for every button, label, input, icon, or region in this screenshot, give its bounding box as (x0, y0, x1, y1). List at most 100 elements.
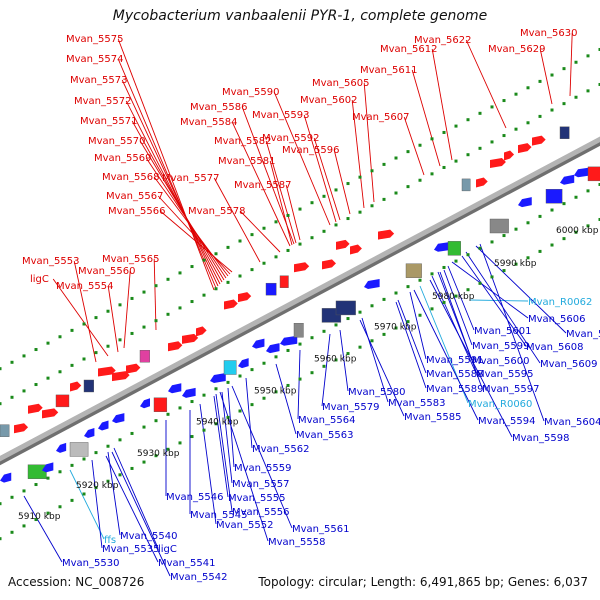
tick-dot (334, 223, 338, 227)
gene-label-reverse: Mvan_5610 (566, 329, 600, 340)
reverse-gene-arrow (56, 442, 67, 453)
tick-dot (70, 363, 74, 367)
tick-dot (274, 220, 278, 224)
reverse-gene-arrow (0, 472, 12, 483)
tick-dot (82, 457, 86, 461)
tick-dot (46, 341, 50, 345)
tick-dot (274, 355, 278, 359)
forward-gene-arrow (14, 423, 29, 434)
gene-label-forward: Mvan_5587 (234, 180, 291, 191)
tick-dot (298, 377, 302, 381)
tick-dot (430, 307, 434, 311)
forward-gene-arrow (224, 299, 238, 310)
gene-label-reverse: Mvan_5530 (62, 558, 119, 569)
gene-block (0, 424, 10, 437)
label-leader-line (363, 82, 375, 203)
forward-gene-arrow (182, 333, 199, 344)
genome-backbone (0, 136, 600, 462)
forward-gene-arrow (322, 259, 336, 270)
tick-dot (10, 495, 14, 499)
reverse-gene-arrow (266, 343, 280, 354)
label-leader-line (413, 289, 479, 421)
gene-label-reverse: Mvan_5606 (528, 314, 585, 325)
tick-dot (178, 306, 182, 310)
tick-dot (394, 156, 398, 160)
tick-dot (442, 165, 446, 169)
gene-block (265, 282, 277, 296)
label-leader-line (91, 459, 103, 549)
tick-dot (106, 309, 110, 313)
tick-dot (226, 415, 230, 419)
scale-tick-label: 5910 kbp (18, 512, 61, 522)
gene-label-forward: Mvan_5629 (488, 44, 545, 55)
label-leader-line (275, 363, 297, 435)
gene-label-reverse: Mvan_5599 (472, 341, 529, 352)
tick-dot (130, 466, 134, 470)
tick-dot (190, 400, 194, 404)
gene-label-reverse: Mvan_5591 (426, 355, 483, 366)
gene-block (293, 323, 304, 338)
tick-dot (466, 288, 470, 292)
label-leader-line (269, 160, 293, 246)
tick-dot (502, 234, 506, 238)
scale-tick-label: 5940 kbp (196, 417, 239, 427)
tick-dot (346, 217, 350, 221)
gene-label-reverse: Mvan_5558 (268, 537, 325, 548)
tick-dot (442, 300, 446, 304)
gene-label-reverse: Mvan_5600 (472, 356, 529, 367)
gene-label-forward: Mvan_5630 (520, 28, 577, 39)
reverse-gene-arrow (252, 338, 265, 349)
tick-dot (430, 272, 434, 276)
tick-dot (490, 275, 494, 279)
tick-dot (94, 451, 98, 455)
label-leader-line (153, 258, 157, 331)
tick-dot (478, 246, 482, 250)
reverse-gene-arrow (560, 174, 575, 185)
tick-dot (166, 447, 170, 451)
gene-block (139, 350, 150, 363)
label-leader-line (159, 210, 233, 273)
gene-label-reverse: Mvan_5608 (526, 342, 583, 353)
tick-dot (250, 268, 254, 272)
tick-dot (214, 252, 218, 256)
tick-dot (394, 326, 398, 330)
scale-tick-label: 5930 kbp (137, 449, 180, 459)
tick-dot (154, 284, 158, 288)
tick-dot (70, 463, 74, 467)
tick-dot (418, 278, 422, 282)
tick-dot (178, 271, 182, 275)
label-leader-line (461, 255, 527, 347)
accession-label: Accession: NC_008726 (8, 575, 145, 589)
tick-dot (58, 335, 62, 339)
tick-dot (58, 470, 62, 474)
tick-dot (250, 368, 254, 372)
tick-dot (526, 256, 530, 260)
label-leader-line (69, 469, 105, 540)
gene-label-reverse: Mvan_5594 (478, 416, 535, 427)
tick-dot (22, 524, 26, 528)
scale-tick-label: 6000 kbp (556, 226, 599, 236)
tick-dot (598, 182, 600, 186)
reverse-gene-arrow (42, 462, 54, 473)
label-leader-line (297, 349, 301, 420)
tick-dot (130, 331, 134, 335)
tick-dot (562, 202, 566, 206)
tick-dot (382, 197, 386, 201)
gene-label-forward: Mvan_5586 (190, 102, 247, 113)
tick-dot (142, 425, 146, 429)
tick-dot (82, 357, 86, 361)
gene-label-forward: Mvan_5611 (360, 65, 417, 76)
reverse-gene-arrow (518, 197, 532, 208)
gene-label-reverse: Mvan_5545 (190, 510, 247, 521)
gene-label-forward: Mvan_5575 (66, 34, 123, 45)
tick-dot (226, 380, 230, 384)
tick-dot (298, 242, 302, 246)
gene-label-reverse: ligC (158, 544, 177, 555)
tick-dot (598, 82, 600, 86)
scale-tick-label: 5920 kbp (76, 481, 119, 491)
forward-gene-arrow (168, 341, 183, 352)
tick-dot (22, 489, 26, 493)
tick-dot (598, 217, 600, 221)
gene-label-forward: Mvan_5592 (262, 133, 319, 144)
tick-dot (562, 67, 566, 71)
